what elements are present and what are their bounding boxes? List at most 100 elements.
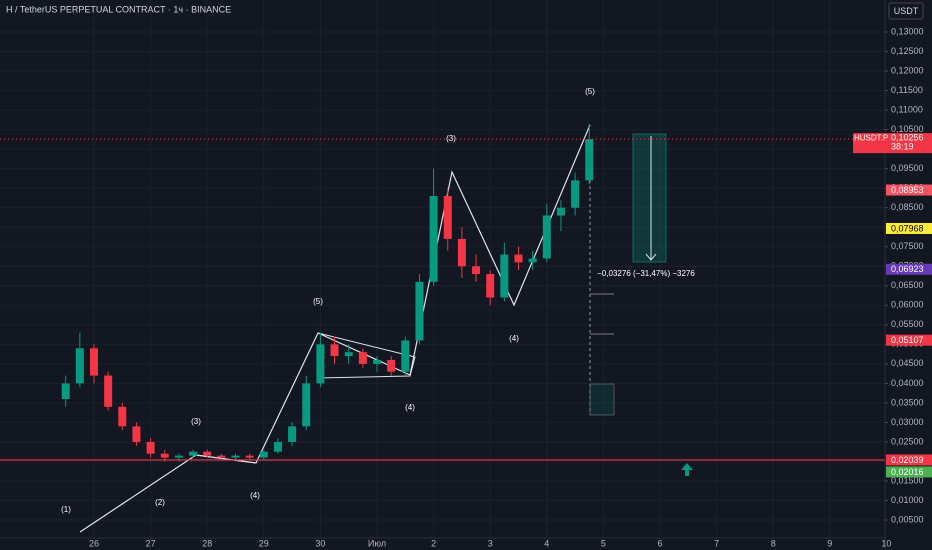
chart-title: H / TetherUS PERPETUAL CONTRACT · 1ч · B…: [6, 4, 231, 14]
y-tick-label: 0,05500: [891, 319, 924, 329]
annotation: (3): [446, 134, 456, 143]
y-tick-label: 0,01000: [891, 495, 924, 505]
candle-body: [203, 451, 212, 456]
candle-body: [75, 348, 84, 384]
candle-body: [571, 180, 580, 208]
x-tick-label: 29: [259, 538, 269, 548]
candle-body: [302, 383, 311, 427]
annotation: (4): [509, 334, 519, 343]
x-tick-label: 10: [881, 538, 891, 548]
x-tick-label: 6: [657, 538, 662, 548]
annotation: (4): [405, 403, 415, 412]
candle-body: [146, 441, 155, 454]
candle-body: [118, 406, 127, 427]
candle-body: [288, 426, 297, 442]
price-label: 0,02039: [891, 455, 924, 465]
candle-body: [556, 207, 565, 216]
wave-triangle: [317, 332, 416, 379]
x-tick-label: 9: [827, 538, 832, 548]
y-tick-label: 0,12500: [891, 46, 924, 56]
candle-body: [259, 451, 268, 458]
x-tick-label: 8: [771, 538, 776, 548]
candle-body: [486, 274, 495, 298]
candle-body: [217, 455, 226, 458]
x-tick-label: 28: [202, 538, 212, 548]
drawings: [79, 124, 693, 533]
candle-body: [401, 340, 410, 372]
candle-body: [189, 451, 198, 456]
candle-body: [90, 348, 98, 376]
candle-body: [500, 254, 509, 298]
y-tick-label: 0,06000: [891, 300, 924, 310]
candle-body: [330, 344, 339, 357]
price-label: 0,07968: [891, 223, 924, 233]
y-tick-label: 0,13000: [891, 26, 924, 36]
price-label-box: [886, 466, 932, 478]
x-tick-label: 30: [315, 538, 325, 548]
candle-body: [514, 254, 523, 263]
y-tick-label: 0,11000: [891, 104, 923, 114]
x-tick-label: 4: [544, 538, 549, 548]
candle-body: [316, 344, 325, 384]
candle-body: [415, 281, 424, 341]
grid: [0, 0, 886, 538]
candle-body: [61, 383, 70, 400]
price-label: 0,08953: [891, 185, 924, 195]
annotation: −0,03276 (−31,47%) −3276: [597, 269, 695, 278]
y-tick-label: 0,04000: [891, 378, 924, 388]
candles: [61, 123, 594, 462]
annotation: (4): [250, 491, 260, 500]
candle-body: [344, 352, 353, 357]
price-label-box: [886, 263, 932, 275]
candle-body: [528, 258, 537, 263]
price-label-box: [886, 184, 932, 196]
x-tick-label: 5: [601, 538, 606, 548]
y-tick-label: 0,03500: [891, 397, 924, 407]
y-tick-label: 0,11500: [891, 85, 923, 95]
candle-body: [457, 238, 466, 267]
overlay: (1) (2) (3) (4) (5) (4) (3) (4) (5) −0,03276 (−31…: [0, 87, 885, 514]
target-box: [589, 383, 615, 416]
candle-body: [443, 195, 452, 239]
price-label: 0,06923: [891, 264, 924, 274]
x-tick-label: 26: [89, 538, 99, 548]
price-label: 0,02016: [891, 467, 924, 477]
candle-body: [358, 352, 367, 364]
x-tick-label: 27: [146, 538, 156, 548]
last-price-box: [853, 133, 932, 154]
candle-body: [472, 266, 481, 275]
price-label: 0,05107: [891, 335, 924, 345]
last-price-symbol: HUSDT.P: [854, 133, 888, 142]
wave-line: [195, 454, 257, 464]
y-tick-label: 0,08500: [891, 202, 924, 212]
x-tick-label: 7: [714, 538, 719, 548]
candle-body: [245, 455, 254, 458]
candle-body: [104, 375, 113, 407]
last-price-label: 0,10256: [891, 133, 924, 143]
measure-arrow-head: [645, 253, 657, 261]
y-tick-label: 0,09500: [891, 163, 924, 173]
y-tick-label: 0,10500: [891, 124, 924, 134]
x-tick-label: 3: [488, 538, 493, 548]
price-label-box: [886, 334, 932, 346]
candle-body: [231, 455, 240, 458]
y-tick-label: 0,04500: [891, 358, 924, 368]
price-label-box: [886, 222, 932, 234]
axes: 0,005000,010000,015000,020000,025000,030…: [89, 26, 932, 548]
measure-box: [632, 133, 667, 263]
currency-box: [888, 2, 924, 20]
candle-body: [387, 359, 396, 372]
currency: USDT: [894, 6, 919, 16]
candle-body: [542, 215, 551, 259]
annotation: (5): [313, 297, 323, 306]
y-tick-label: 0,03000: [891, 417, 924, 427]
annotation: (3): [191, 417, 201, 426]
price-label-box: [886, 454, 932, 466]
candle-body: [132, 426, 141, 442]
up-arrow: [681, 463, 693, 476]
annotation: (2): [155, 498, 165, 507]
y-tick-label: 0,12000: [891, 65, 924, 75]
candle-body: [373, 359, 381, 364]
